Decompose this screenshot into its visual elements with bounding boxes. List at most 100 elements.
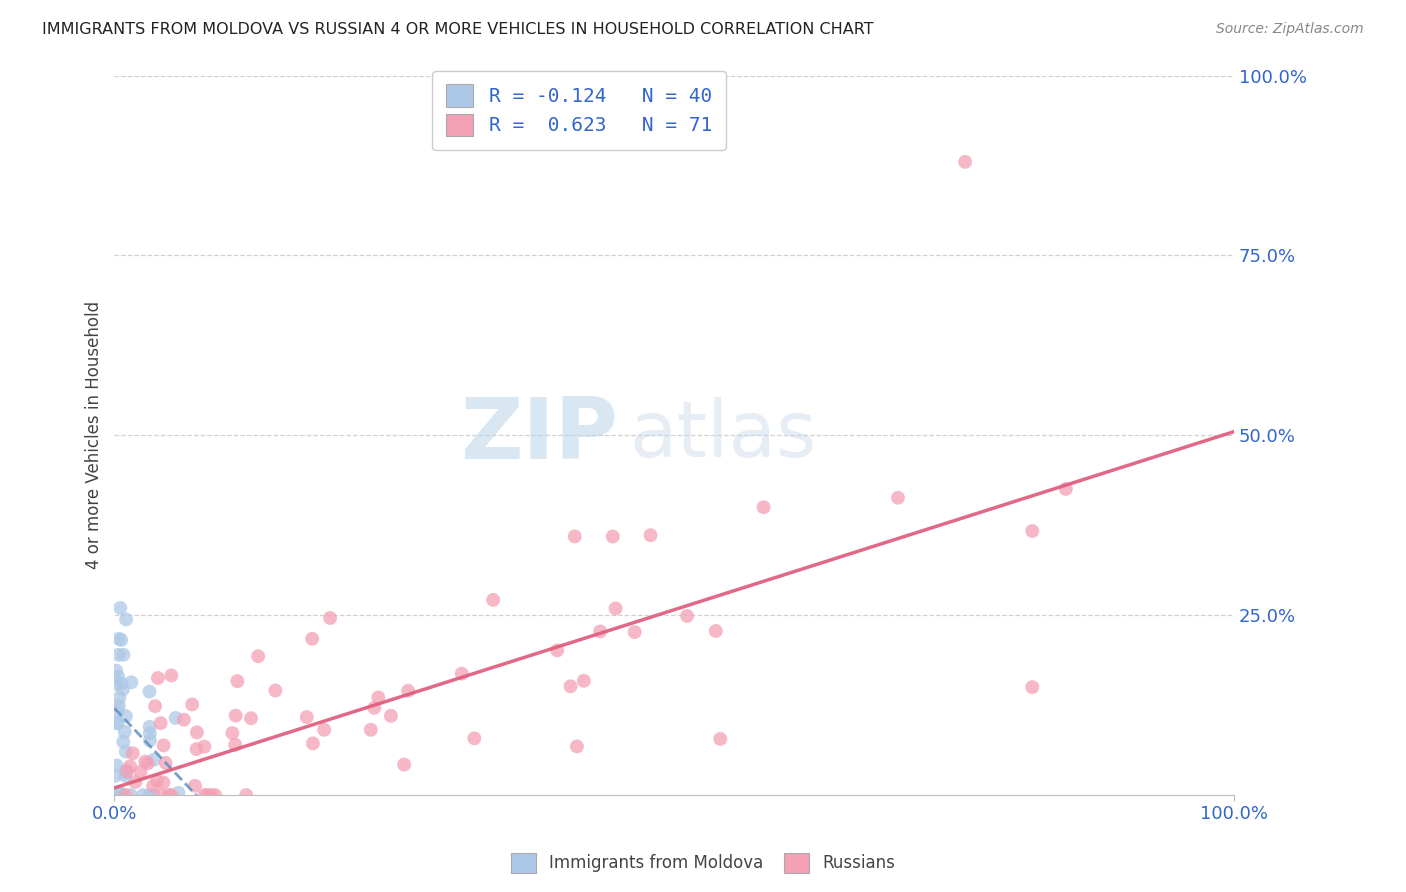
Point — [564, 529, 586, 543]
Point — [110, 601, 132, 615]
Point — [142, 779, 165, 793]
Point — [247, 649, 270, 664]
Point — [225, 708, 247, 723]
Point — [221, 726, 243, 740]
Point — [1054, 482, 1077, 496]
Point — [640, 528, 662, 542]
Point — [114, 769, 136, 783]
Point — [146, 773, 169, 788]
Point — [139, 726, 162, 740]
Point — [226, 674, 249, 689]
Point — [589, 624, 612, 639]
Point — [104, 769, 127, 783]
Point — [115, 765, 138, 780]
Point — [186, 725, 208, 739]
Point — [360, 723, 382, 737]
Point — [186, 742, 208, 756]
Point — [121, 746, 143, 760]
Point — [129, 764, 152, 779]
Point — [380, 708, 402, 723]
Point — [107, 786, 129, 800]
Point — [120, 675, 142, 690]
Point — [120, 759, 142, 773]
Point — [105, 758, 128, 772]
Point — [139, 733, 162, 747]
Point — [114, 788, 136, 802]
Point — [107, 670, 129, 684]
Point — [165, 711, 187, 725]
Text: IMMIGRANTS FROM MOLDOVA VS RUSSIAN 4 OR MORE VEHICLES IN HOUSEHOLD CORRELATION C: IMMIGRANTS FROM MOLDOVA VS RUSSIAN 4 OR … — [42, 22, 873, 37]
Point — [138, 788, 160, 802]
Point — [114, 724, 136, 739]
Point — [108, 632, 131, 646]
Point — [107, 648, 129, 662]
Point — [111, 682, 134, 697]
Point — [142, 788, 165, 802]
Point — [704, 624, 727, 638]
Point — [363, 700, 385, 714]
Point — [295, 710, 318, 724]
Point — [152, 739, 174, 753]
Point — [565, 739, 588, 754]
Point — [105, 677, 128, 691]
Point — [200, 788, 222, 802]
Point — [197, 788, 219, 802]
Point — [194, 788, 217, 802]
Point — [107, 716, 129, 731]
Point — [546, 643, 568, 657]
Point — [134, 755, 156, 769]
Point — [605, 601, 627, 615]
Point — [224, 738, 246, 752]
Point — [167, 786, 190, 800]
Point — [152, 775, 174, 789]
Text: Source: ZipAtlas.com: Source: ZipAtlas.com — [1216, 22, 1364, 37]
Point — [108, 691, 131, 706]
Point — [173, 713, 195, 727]
Point — [302, 736, 325, 750]
Point — [314, 723, 336, 737]
Point — [264, 683, 287, 698]
Point — [115, 612, 138, 626]
Point — [887, 491, 910, 505]
Point — [204, 788, 226, 802]
Point — [108, 698, 131, 713]
Point — [709, 731, 731, 746]
Point — [142, 753, 165, 767]
Point — [105, 664, 128, 678]
Text: ZIP: ZIP — [460, 393, 619, 477]
Point — [602, 529, 624, 543]
Point — [110, 676, 132, 690]
Point — [572, 673, 595, 688]
Point — [367, 690, 389, 705]
Point — [124, 775, 146, 789]
Point — [160, 668, 183, 682]
Point — [392, 757, 415, 772]
Point — [110, 632, 132, 647]
Y-axis label: 4 or more Vehicles in Household: 4 or more Vehicles in Household — [86, 301, 103, 569]
Point — [105, 716, 128, 731]
Point — [193, 739, 215, 754]
Point — [1021, 524, 1043, 538]
Point — [143, 699, 166, 714]
Point — [319, 611, 342, 625]
Point — [150, 788, 173, 802]
Point — [482, 593, 505, 607]
Point — [676, 609, 699, 624]
Point — [396, 683, 419, 698]
Point — [623, 625, 645, 640]
Point — [146, 671, 169, 685]
Point — [240, 711, 263, 725]
Point — [1021, 680, 1043, 694]
Legend: Immigrants from Moldova, Russians: Immigrants from Moldova, Russians — [505, 847, 901, 880]
Point — [160, 788, 183, 802]
Point — [138, 720, 160, 734]
Point — [115, 709, 138, 723]
Point — [138, 684, 160, 698]
Point — [114, 745, 136, 759]
Point — [181, 698, 204, 712]
Point — [235, 788, 257, 802]
Point — [301, 632, 323, 646]
Point — [108, 785, 131, 799]
Point — [136, 756, 159, 771]
Point — [155, 756, 177, 770]
